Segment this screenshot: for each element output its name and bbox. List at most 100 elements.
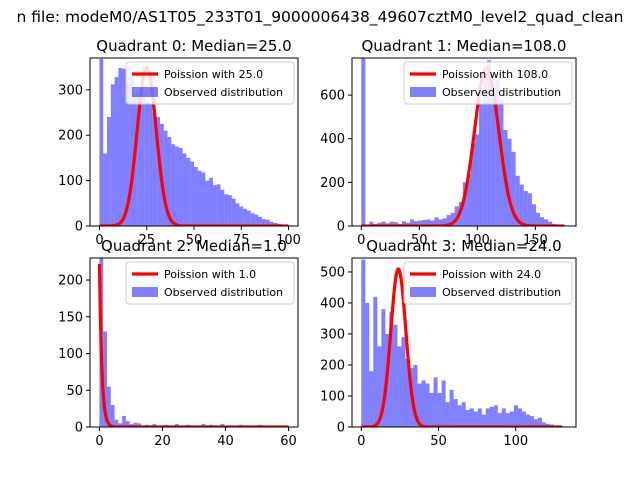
observed-histogram <box>361 58 565 226</box>
histogram-bar <box>527 193 532 226</box>
histogram-bar <box>110 404 115 427</box>
histogram-bar <box>544 219 549 226</box>
y-tick-label: 200 <box>58 129 83 144</box>
histogram-bar <box>175 146 179 226</box>
histogram-bar <box>369 221 374 226</box>
histogram-bar <box>418 220 423 226</box>
legend-box <box>403 261 573 305</box>
histogram-bar <box>507 138 512 226</box>
x-tick-label: 0 <box>95 233 103 248</box>
legend: Poission with 1.0 Observed distribution <box>125 261 295 305</box>
histogram-bar <box>513 405 518 427</box>
histogram-bar <box>137 423 142 427</box>
y-tick-label: 400 <box>320 296 345 311</box>
panel-title: Quadrant 3: Median=24.0 <box>366 237 561 255</box>
histogram-bar <box>107 386 111 427</box>
histogram-bar <box>393 324 398 427</box>
histogram-bar <box>442 218 447 226</box>
y-tick-label: 200 <box>320 358 345 373</box>
histogram-bar <box>477 408 482 427</box>
histogram-bar <box>425 383 430 427</box>
histogram-bar <box>470 143 476 226</box>
x-tick-label: 50 <box>186 233 203 248</box>
histogram-bar <box>491 86 496 226</box>
histogram-bar <box>481 414 486 427</box>
histogram-bar <box>122 68 126 226</box>
figure-suptitle: n file: modeM0/AS1T05_233T01_9000006438_… <box>17 8 624 27</box>
histogram-bar <box>254 214 259 226</box>
histogram-bar <box>505 413 510 427</box>
histogram-bar <box>99 58 104 226</box>
histogram-bar <box>197 170 202 226</box>
histogram-bar <box>212 185 217 226</box>
histogram-bar <box>246 210 251 226</box>
legend-observed-swatch <box>410 87 436 97</box>
histogram-bar <box>167 137 172 226</box>
histogram-bar <box>118 423 123 427</box>
legend-poisson-label: Poission with 1.0 <box>164 268 256 281</box>
histogram-bar <box>186 157 191 226</box>
histogram-bar <box>239 206 244 226</box>
histogram-bar <box>107 117 111 226</box>
legend-observed-label: Observed distribution <box>442 286 561 299</box>
poisson-curve <box>98 65 290 226</box>
y-tick-label: 200 <box>58 274 83 289</box>
legend-poisson-label: Poission with 25.0 <box>164 68 263 81</box>
observed-histogram <box>361 259 563 427</box>
histogram-bar <box>410 219 415 226</box>
histogram-bar <box>209 177 213 226</box>
histogram-bar <box>462 182 467 226</box>
histogram-bar <box>438 219 443 226</box>
histogram-bar <box>250 213 255 226</box>
x-tick-label: 20 <box>154 434 171 449</box>
axes-frame <box>89 257 299 428</box>
y-tick-label: 0 <box>337 421 345 436</box>
histogram-bar <box>141 94 145 226</box>
histogram-bar <box>417 383 422 427</box>
y-tick-label: 0 <box>75 421 83 436</box>
histogram-bar <box>405 358 410 427</box>
histogram-bar <box>216 184 221 226</box>
y-tick-label: 100 <box>58 174 83 189</box>
histogram-bar <box>437 392 442 427</box>
histogram-bar <box>265 219 270 226</box>
histogram-bar <box>405 222 411 226</box>
histogram-bar <box>542 422 547 427</box>
histogram-bar <box>401 337 406 427</box>
histogram-bar <box>393 222 398 226</box>
histogram-bar <box>525 414 530 427</box>
quadrant-0-panel: 0 25 50 75 100 0 100 200 300 Quadrant 0: Median=2… <box>58 37 301 248</box>
histogram-bar <box>445 402 450 427</box>
histogram-bar <box>144 102 149 226</box>
histogram-bar <box>114 77 119 226</box>
histogram-bar <box>422 219 427 226</box>
legend-observed-label: Observed distribution <box>164 86 283 99</box>
histogram-bar <box>129 76 134 226</box>
legend-observed-swatch <box>132 287 158 297</box>
histogram-bar <box>361 259 366 427</box>
poisson-curve <box>360 267 563 427</box>
histogram-bar <box>461 402 466 427</box>
histogram-bar <box>489 406 494 427</box>
histogram-bar <box>473 411 478 427</box>
histogram-bar <box>122 415 126 427</box>
histogram-bar <box>389 221 394 226</box>
y-tick-label: 500 <box>320 265 345 280</box>
histogram-bar <box>465 409 470 427</box>
histogram-bar <box>171 144 176 226</box>
legend: Poission with 24.0 Observed distribution <box>403 261 573 305</box>
histogram-bar <box>414 221 419 226</box>
histogram-bar <box>495 79 500 226</box>
histogram-bar <box>450 212 455 226</box>
histogram-bar <box>389 312 394 427</box>
histogram-bar <box>194 166 198 226</box>
histogram-bar <box>421 380 426 427</box>
histogram-bar <box>262 219 266 226</box>
histogram-bar <box>231 198 236 226</box>
histogram-bar <box>501 408 506 427</box>
histogram-bar <box>114 419 119 427</box>
axes-frame <box>351 257 577 428</box>
y-tick-label: 100 <box>58 347 83 362</box>
histogram-bar <box>401 221 406 226</box>
histogram-bar <box>397 346 402 427</box>
